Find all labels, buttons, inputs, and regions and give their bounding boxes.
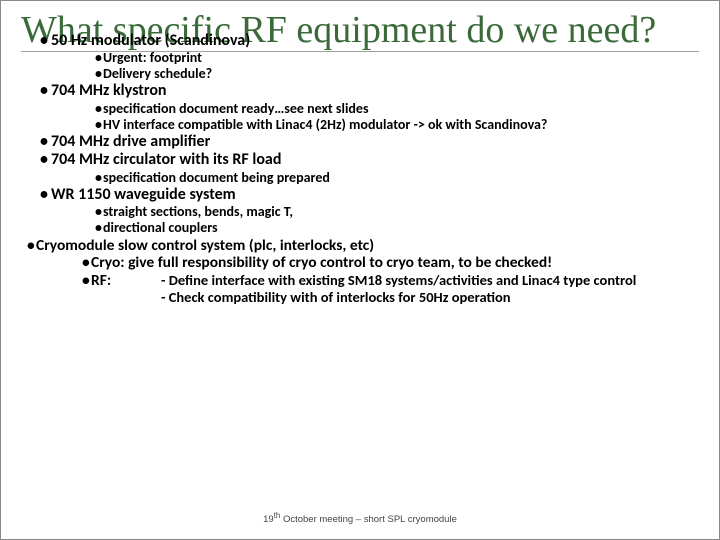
bullet-l2: straight sections, bends, magic T,: [103, 204, 699, 220]
slide-footer: 19th October meeting – short SPL cryomod…: [1, 511, 719, 525]
bullet-l2: RF:: [91, 272, 699, 290]
slide-content: 50 Hz modulator (Scandinova) Urgent: foo…: [21, 32, 699, 305]
bullet-l1: WR 1150 waveguide system: [51, 186, 699, 204]
bullet-l2: directional couplers: [103, 220, 699, 236]
bullet-l1: Cryomodule slow control system (plc, int…: [36, 237, 699, 255]
bullet-l2: Delivery schedule?: [103, 66, 699, 82]
bullet-l1: 704 MHz circulator with its RF load: [51, 151, 699, 169]
rf-detail: - Check compatibility with of interlocks…: [171, 289, 699, 306]
slide-container: What specific RF equipment do we need? 5…: [0, 0, 720, 540]
bullet-l1: 704 MHz klystron: [51, 82, 699, 100]
bullet-l2: HV interface compatible with Linac4 (2Hz…: [103, 117, 699, 133]
rf-label: RF:: [91, 271, 111, 290]
footer-text: 19th October meeting – short SPL cryomod…: [263, 514, 457, 525]
bullet-l1: 704 MHz drive amplifier: [51, 133, 699, 151]
bullet-l2: specification document ready…see next sl…: [103, 101, 699, 117]
bullet-l2: Urgent: footprint: [103, 50, 699, 66]
bullet-l1: 50 Hz modulator (Scandinova): [51, 32, 699, 50]
bullet-l2: Cryo: give full responsibility of cryo c…: [91, 254, 699, 272]
bullet-l2: specification document being prepared: [103, 170, 699, 186]
